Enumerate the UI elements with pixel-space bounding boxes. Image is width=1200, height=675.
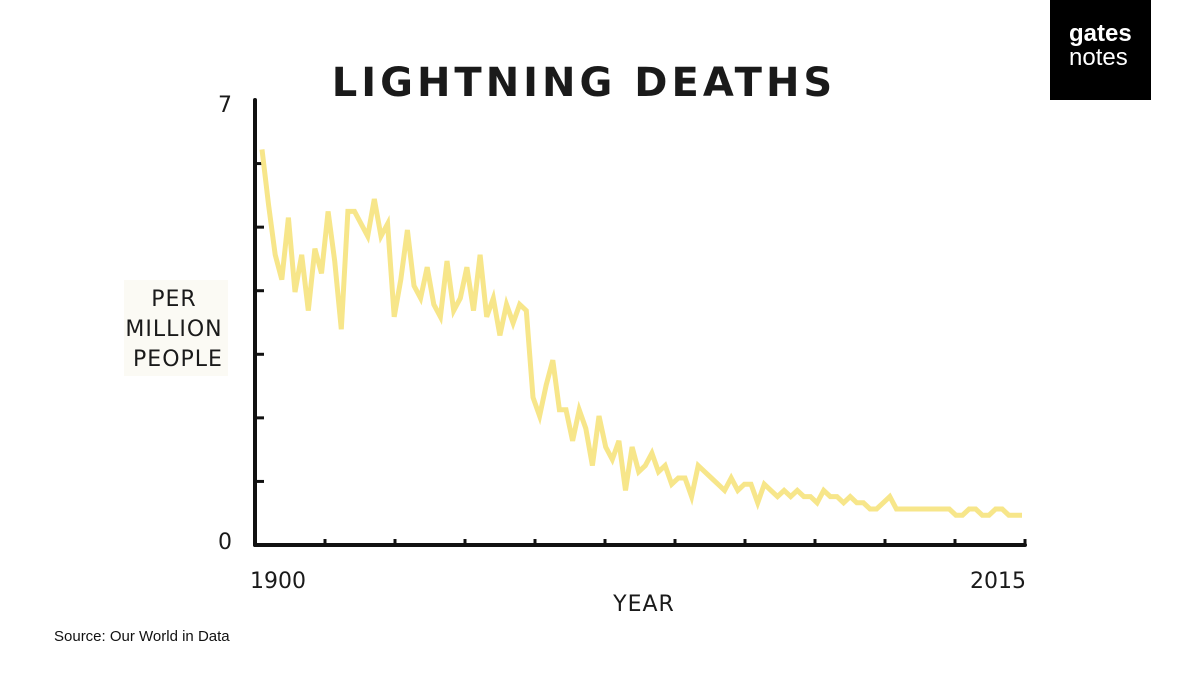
y-axis-title-line-3: PEOPLE (133, 347, 223, 372)
logo-word-gates: gates (1069, 20, 1132, 47)
axis-ticks (255, 162, 1027, 545)
source-note: Source: Our World in Data (54, 628, 230, 645)
series-line-lightning-deaths (259, 149, 1022, 518)
x-axis-title: YEAR (612, 592, 675, 617)
gates-notes-logo: gates notes (1050, 0, 1151, 100)
y-tick-label-bottom: 0 (218, 530, 232, 555)
y-axis-title: PER MILLION PEOPLE (125, 287, 230, 372)
y-axis-title-line-1: PER (151, 287, 196, 312)
y-axis-title-box (124, 280, 228, 376)
chart-title: LIGHTNING DEATHS (332, 60, 837, 106)
y-tick-label-top: 7 (218, 93, 232, 118)
x-tick-label-start: 1900 (250, 569, 306, 594)
logo-word-notes: notes (1069, 44, 1128, 71)
x-tick-label-end: 2015 (970, 569, 1026, 594)
y-axis-title-line-2: MILLION (125, 317, 222, 342)
